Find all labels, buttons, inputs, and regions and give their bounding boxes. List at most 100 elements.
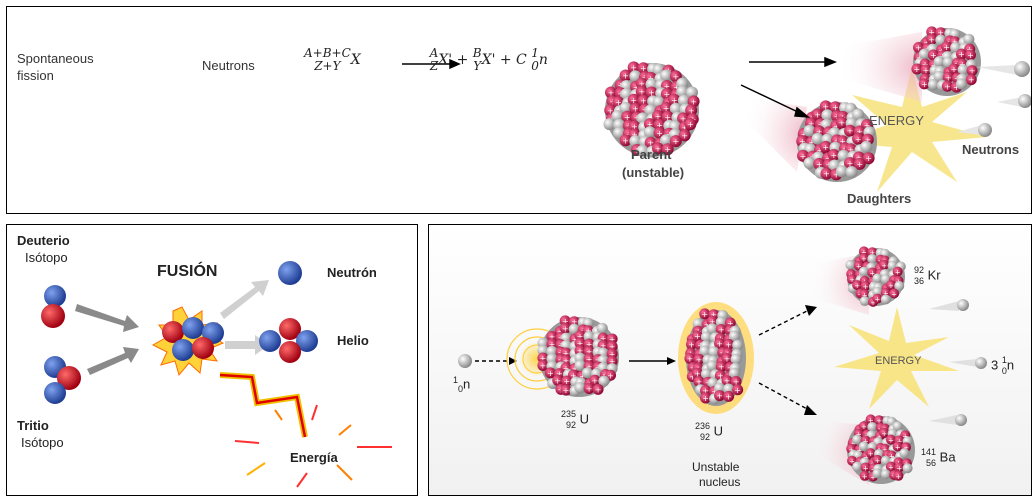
proton-plus-sign: + — [622, 72, 629, 81]
u235-mass-number: 235 — [561, 409, 577, 419]
neutron — [858, 266, 869, 277]
neutron — [636, 144, 649, 157]
parent-sublabel: (unstable) — [622, 165, 685, 180]
neutron — [860, 140, 873, 153]
proton-plus-sign: + — [915, 44, 922, 53]
proton-plus-sign: + — [895, 443, 901, 451]
proton — [661, 143, 674, 156]
proton-plus-sign: + — [951, 65, 958, 74]
spontaneous-fission-panel: + + + + + + + + + + + + + + + + + + + + + + + + + + + + + + + + + + + + + + + +… — [6, 6, 1032, 214]
proton — [637, 94, 650, 107]
proton — [730, 376, 742, 388]
proton-plus-sign: + — [967, 51, 974, 60]
proton-plus-sign: + — [727, 319, 734, 328]
proton-plus-sign: + — [563, 386, 570, 395]
parent-nucleus: ++++++++++++++++++++++++++++++++++++++++… — [603, 61, 700, 158]
proton-plus-sign: + — [809, 138, 816, 147]
proton-plus-sign: + — [586, 385, 593, 394]
proton-plus-sign: + — [563, 356, 570, 365]
proton — [661, 110, 674, 123]
proton-plus-sign: + — [549, 340, 556, 349]
proton — [872, 293, 883, 304]
proton — [819, 100, 832, 113]
proton — [684, 118, 697, 131]
neutron — [933, 70, 945, 82]
proton-plus-sign: + — [896, 464, 902, 472]
proton-plus-sign: + — [808, 119, 815, 128]
proton-plus-sign: + — [833, 122, 840, 131]
neutron — [728, 330, 740, 342]
proton — [879, 259, 890, 270]
neutron — [629, 135, 642, 148]
proton — [964, 49, 976, 61]
out-atomic-number: 0 — [1001, 366, 1007, 376]
proton — [686, 338, 697, 350]
neutron — [574, 382, 586, 394]
proton-plus-sign: + — [832, 103, 839, 112]
proton — [652, 142, 664, 155]
proton-plus-sign: + — [608, 89, 615, 98]
proton — [859, 470, 870, 481]
proton-plus-sign: + — [856, 263, 862, 271]
energy-rays — [234, 404, 392, 488]
proton-plus-sign: + — [681, 131, 688, 140]
proton-plus-sign: + — [724, 354, 731, 363]
proton — [865, 448, 876, 459]
proton-plus-sign: + — [856, 128, 863, 137]
proton-plus-sign: + — [902, 432, 908, 440]
proton — [865, 414, 876, 425]
proton-plus-sign: + — [647, 120, 654, 129]
proton-plus-sign: + — [633, 83, 640, 92]
fusion-burst — [151, 306, 225, 377]
proton-plus-sign: + — [888, 282, 894, 290]
proton-plus-sign: + — [672, 72, 679, 81]
proton-plus-sign: + — [863, 464, 869, 472]
proton-plus-sign: + — [937, 29, 944, 38]
neutron-mass-number: 1 — [453, 375, 459, 385]
proton-plus-sign: + — [701, 310, 708, 319]
proton-plus-sign: + — [571, 318, 578, 327]
proton-plus-sign: + — [864, 136, 871, 145]
proton-plus-sign: + — [630, 96, 637, 105]
proton-plus-sign: + — [647, 139, 654, 148]
kr-nucleus: ++++++++++++++++++++++++++++++ — [845, 246, 906, 307]
proton-plus-sign: + — [547, 369, 554, 378]
proton-plus-sign: + — [874, 457, 880, 465]
tritium-proton — [57, 366, 81, 390]
proton-plus-sign: + — [622, 136, 629, 145]
proton-plus-sign: + — [687, 354, 694, 363]
proton-plus-sign: + — [868, 450, 874, 458]
proton — [860, 462, 871, 473]
energy-label: ENERGY — [875, 355, 922, 367]
proton-plus-sign: + — [696, 355, 703, 364]
proton — [892, 266, 903, 277]
proton-plus-sign: + — [930, 51, 937, 60]
arrow — [220, 280, 269, 355]
neutron — [852, 461, 863, 472]
proton-plus-sign: + — [855, 135, 862, 144]
energy-lightning — [219, 372, 308, 438]
arrow — [75, 304, 139, 375]
unstable-sublabel: nucleus — [699, 475, 741, 489]
u235-nucleus: ++++++++++++++++++++++++++++++++++++++++… — [537, 315, 619, 397]
proton — [645, 86, 658, 99]
neutron-count: 3 — [991, 357, 999, 373]
proton-plus-sign: + — [863, 453, 869, 461]
tritium-sublabel: Isótopo — [21, 435, 64, 450]
energy-star — [837, 67, 987, 192]
daughter-nucleus-bottom: ++++++++++++++++++++++++++++++++++++++ — [796, 100, 877, 182]
proton-plus-sign: + — [877, 433, 883, 441]
kr-mass-number: 92 — [914, 265, 925, 275]
proton — [862, 152, 875, 165]
proton-plus-sign: + — [891, 291, 897, 299]
proton-plus-sign: + — [945, 73, 952, 82]
proton-plus-sign: + — [921, 80, 928, 89]
proton-plus-sign: + — [680, 114, 687, 123]
neutron — [677, 94, 690, 107]
proton — [592, 383, 604, 395]
neutrons-label: Neutrons — [962, 142, 1020, 157]
proton-plus-sign: + — [847, 159, 854, 168]
deuterium-label: Deuterio — [17, 233, 70, 248]
proton-plus-sign: + — [572, 365, 579, 374]
neutron — [728, 367, 740, 379]
